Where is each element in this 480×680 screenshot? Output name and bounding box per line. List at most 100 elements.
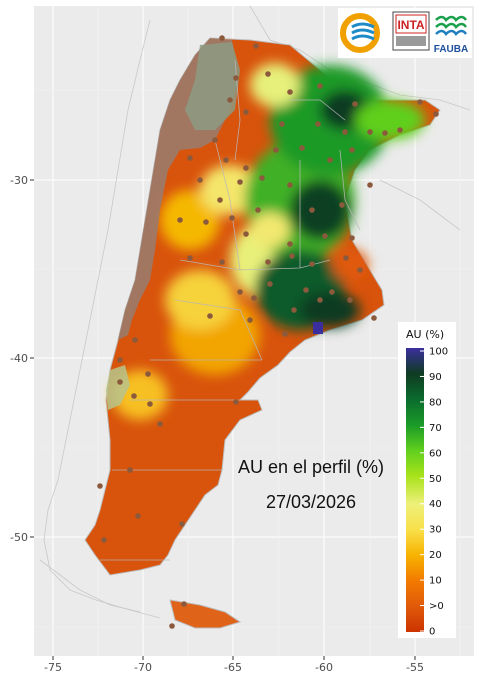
station-point (309, 261, 315, 267)
station-point (181, 601, 187, 607)
station-point (223, 157, 229, 163)
station-point (265, 259, 271, 265)
station-point (273, 147, 279, 153)
station-point (217, 197, 223, 203)
institution-logo-icon (340, 13, 380, 53)
legend-label: 40 (429, 499, 442, 510)
station-point (203, 219, 209, 225)
station-point (212, 137, 218, 143)
station-point (135, 513, 141, 519)
station-point (329, 289, 335, 295)
legend-labels: 100 90 80 70 60 50 40 30 20 10 >0 0 (420, 347, 448, 638)
x-tick-label: -60 (315, 661, 333, 674)
station-point (219, 259, 225, 265)
legend-label: 70 (429, 423, 442, 434)
logo-panel: INTA FAUBA (338, 8, 472, 58)
station-point (233, 399, 239, 405)
station-point (229, 215, 235, 221)
legend-label: 100 (429, 347, 448, 358)
x-tick-label: -55 (406, 661, 424, 674)
y-tick-label: -30 (10, 174, 28, 187)
station-points (97, 35, 439, 629)
station-point (117, 379, 123, 385)
x-tick-label: -75 (44, 661, 62, 674)
station-point (352, 101, 358, 107)
x-tick-label: -65 (224, 661, 242, 674)
station-point (322, 233, 328, 239)
station-point (267, 281, 273, 287)
x-tick-label: -70 (134, 661, 152, 674)
station-point (197, 177, 203, 183)
station-point (187, 255, 193, 261)
fauba-logo: FAUBA (432, 12, 470, 55)
station-point (349, 147, 355, 153)
station-point (253, 43, 259, 49)
station-point (243, 109, 249, 115)
station-point (131, 393, 137, 399)
argentina-map (84, 37, 441, 629)
station-point (303, 287, 309, 293)
station-point (433, 111, 439, 117)
station-point (287, 241, 293, 247)
station-point (287, 89, 293, 95)
station-point (291, 307, 297, 313)
station-point (382, 130, 388, 136)
station-point (187, 155, 193, 161)
x-axis: -75 -70 -65 -60 -55 (44, 656, 424, 674)
fauba-logo-text: FAUBA (434, 44, 468, 55)
station-point (177, 217, 183, 223)
legend-label: 80 (429, 397, 442, 408)
station-point (343, 255, 349, 261)
y-tick-label: -40 (10, 352, 28, 365)
y-axis: -30 -40 -50 (10, 174, 34, 544)
andes-patch-south (106, 365, 130, 410)
station-point (97, 483, 103, 489)
legend-label: 20 (429, 550, 442, 561)
legend-label: 50 (429, 474, 442, 485)
legend-label: 0 (429, 627, 435, 638)
station-point (101, 537, 107, 543)
station-point (247, 317, 253, 323)
station-point (259, 175, 265, 181)
legend-label: 10 (429, 576, 442, 587)
station-point (349, 235, 355, 241)
station-point (127, 467, 133, 473)
station-point (317, 83, 323, 89)
station-point (347, 297, 353, 303)
legend-label: 30 (429, 525, 442, 536)
legend-label: >0 (429, 601, 444, 612)
legend: AU (%) 100 90 80 70 60 50 40 30 20 10 >0 0 (398, 322, 456, 638)
station-point (299, 145, 305, 151)
station-point (327, 157, 333, 163)
station-point (147, 401, 153, 407)
station-point (237, 289, 243, 295)
y-tick-label: -50 (10, 531, 28, 544)
station-point (207, 313, 213, 319)
station-point (371, 315, 377, 321)
station-point (227, 97, 233, 103)
tierra-del-fuego (169, 599, 242, 629)
station-point (145, 371, 151, 377)
arid-mask-north (185, 42, 240, 130)
legend-title: AU (%) (406, 328, 444, 341)
station-point (169, 623, 175, 629)
station-point (289, 253, 295, 259)
station-point (342, 129, 348, 135)
station-point (117, 357, 123, 363)
station-point (417, 99, 423, 105)
station-point (282, 331, 288, 337)
station-point (397, 127, 403, 133)
station-point (317, 297, 323, 303)
legend-colorbar (406, 348, 424, 632)
station-point (255, 207, 261, 213)
legend-label: 60 (429, 448, 442, 459)
station-point (279, 121, 285, 127)
station-point (309, 207, 315, 213)
station-point (157, 421, 163, 427)
station-point (367, 182, 373, 188)
inta-logo-text: INTA (397, 18, 424, 32)
map-date: 27/03/2026 (266, 492, 356, 512)
station-point (265, 71, 271, 77)
station-point (357, 267, 363, 273)
